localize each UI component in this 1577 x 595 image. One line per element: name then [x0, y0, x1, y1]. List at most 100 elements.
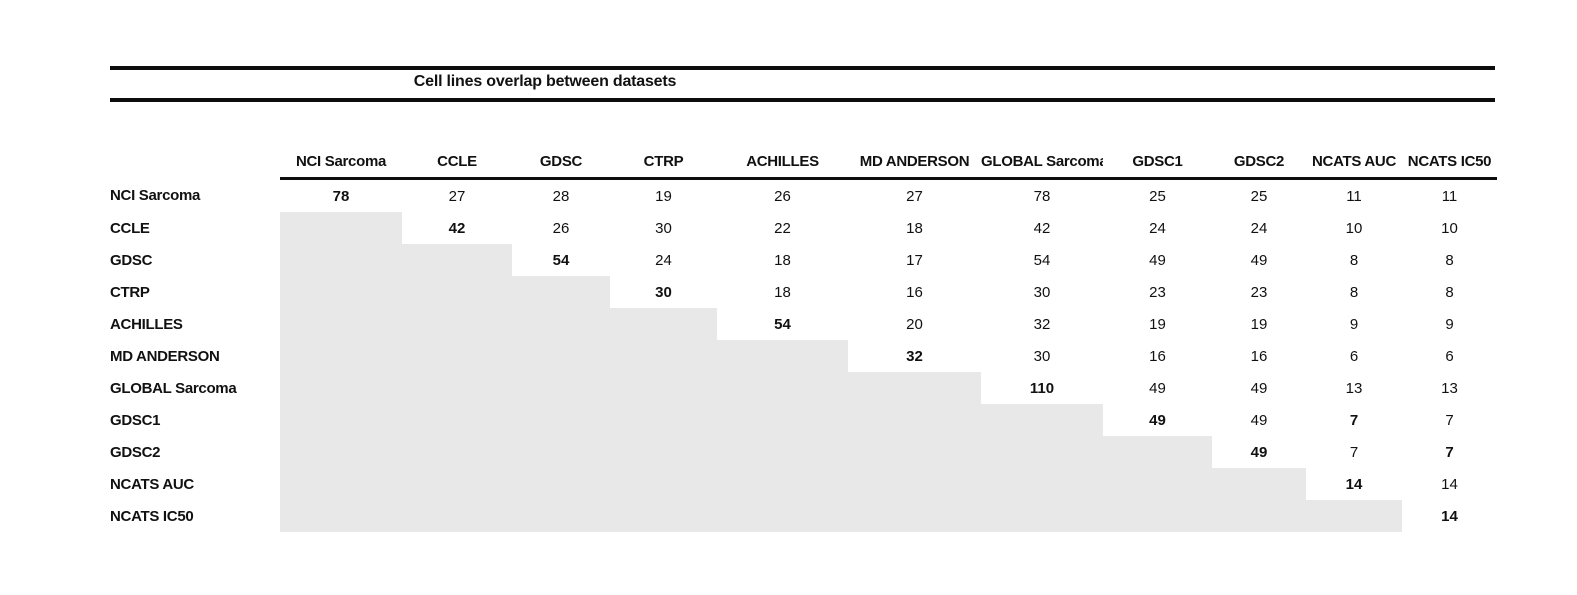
matrix-cell: 27 [448, 187, 466, 205]
matrix-cell: 17 [906, 251, 923, 269]
matrix-cell: 13 [1441, 379, 1458, 397]
matrix-cell: 78 [332, 187, 350, 205]
matrix-cell: 14 [1345, 475, 1363, 493]
matrix-cell: 7 [1349, 443, 1359, 461]
table-row: NCATS IC50 14 [110, 500, 1497, 532]
matrix-cell [717, 372, 848, 404]
column-header: GDSC2 [1212, 131, 1306, 180]
column-header: NCI Sarcoma [280, 131, 402, 180]
matrix-cell: 26 [552, 219, 570, 237]
matrix-cell [610, 500, 717, 532]
column-header: ACHILLES [717, 131, 848, 180]
matrix-cell [848, 500, 981, 532]
title-bottom-rule [110, 98, 1495, 102]
matrix-cell: 25 [1250, 187, 1268, 205]
matrix-cell: 49 [1250, 251, 1268, 269]
matrix-cell [1103, 436, 1212, 468]
matrix-cell: 26 [774, 187, 791, 205]
matrix-cell: 54 [552, 251, 570, 269]
matrix-cell: 8 [1349, 251, 1359, 269]
matrix-cell: 13 [1345, 379, 1363, 397]
matrix-cell: 24 [1149, 219, 1166, 237]
matrix-cell [280, 404, 402, 436]
row-label: GLOBAL Sarcoma [110, 379, 237, 397]
matrix-cell: 30 [1033, 347, 1051, 365]
matrix-cell: 49 [1149, 251, 1166, 269]
matrix-cell [981, 468, 1103, 500]
matrix-cell: 42 [1033, 219, 1051, 237]
matrix-cell: 24 [655, 251, 672, 269]
top-rule [110, 66, 1495, 70]
matrix-cell: 18 [774, 251, 791, 269]
matrix-cell: 24 [1250, 219, 1268, 237]
matrix-cell [512, 500, 610, 532]
matrix-cell: 49 [1250, 443, 1268, 461]
matrix-cell [981, 500, 1103, 532]
corner-cell [110, 131, 280, 179]
matrix-cell [512, 404, 610, 436]
matrix-cell [512, 308, 610, 340]
matrix-cell: 19 [1149, 315, 1166, 333]
matrix-cell [610, 468, 717, 500]
matrix-cell: 42 [448, 219, 466, 237]
matrix-cell: 23 [1149, 283, 1166, 301]
matrix-cell [717, 404, 848, 436]
matrix-cell: 78 [1033, 187, 1051, 205]
matrix-cell: 14 [1441, 475, 1458, 493]
matrix-cell [1306, 500, 1402, 532]
matrix-cell: 32 [906, 347, 923, 365]
row-label: GDSC [110, 251, 153, 269]
matrix-cell [280, 308, 402, 340]
matrix-cell: 6 [1445, 347, 1454, 365]
matrix-cell [512, 436, 610, 468]
matrix-cell [981, 404, 1103, 436]
matrix-cell [610, 308, 717, 340]
matrix-cell [717, 340, 848, 372]
row-label: ACHILLES [110, 315, 183, 333]
matrix-cell: 8 [1445, 251, 1454, 269]
matrix-cell [402, 372, 512, 404]
matrix-cell: 30 [1033, 283, 1051, 301]
table-row: NCATS AUC 14 14 [110, 468, 1497, 500]
matrix-cell: 28 [552, 187, 570, 205]
matrix-cell [402, 244, 512, 276]
matrix-cell [512, 340, 610, 372]
matrix-cell: 49 [1149, 411, 1166, 429]
table-row: GDSC 54 24 18 17 54 49 49 8 8 [110, 244, 1497, 276]
table-row: GDSC1 49 49 7 7 [110, 404, 1497, 436]
matrix-cell [280, 372, 402, 404]
matrix-cell [280, 212, 402, 244]
matrix-cell: 32 [1033, 315, 1051, 333]
row-label: NCATS IC50 [110, 507, 194, 525]
matrix-cell: 7 [1349, 411, 1359, 429]
matrix-cell: 8 [1445, 283, 1454, 301]
matrix-cell: 9 [1445, 315, 1454, 333]
matrix-cell [402, 308, 512, 340]
matrix-cell [610, 436, 717, 468]
matrix-cell [402, 340, 512, 372]
overlap-matrix-table: NCI Sarcoma CCLE GDSC CTRP ACHILLES MD ANDERS… [110, 131, 1497, 532]
matrix-cell [717, 436, 848, 468]
matrix-cell: 19 [1250, 315, 1268, 333]
matrix-cell [610, 340, 717, 372]
column-header: GDSC1 [1103, 131, 1212, 180]
table-row: ACHILLES 54 20 32 19 19 9 9 [110, 308, 1497, 340]
matrix-cell [1212, 500, 1306, 532]
matrix-cell [1212, 468, 1306, 500]
matrix-cell: 54 [774, 315, 791, 333]
column-header: GLOBAL Sarcoma [981, 131, 1103, 180]
matrix-cell: 7 [1445, 411, 1454, 429]
matrix-cell [402, 276, 512, 308]
matrix-cell: 16 [1149, 347, 1166, 365]
matrix-cell: 54 [1033, 251, 1051, 269]
matrix-cell [717, 500, 848, 532]
column-header: MD ANDERSON [848, 131, 981, 180]
matrix-cell: 11 [1346, 187, 1362, 205]
matrix-cell [1103, 500, 1212, 532]
matrix-cell [610, 404, 717, 436]
matrix-cell [1103, 468, 1212, 500]
matrix-cell: 16 [906, 283, 923, 301]
matrix-cell [848, 404, 981, 436]
matrix-cell: 11 [1441, 187, 1458, 205]
